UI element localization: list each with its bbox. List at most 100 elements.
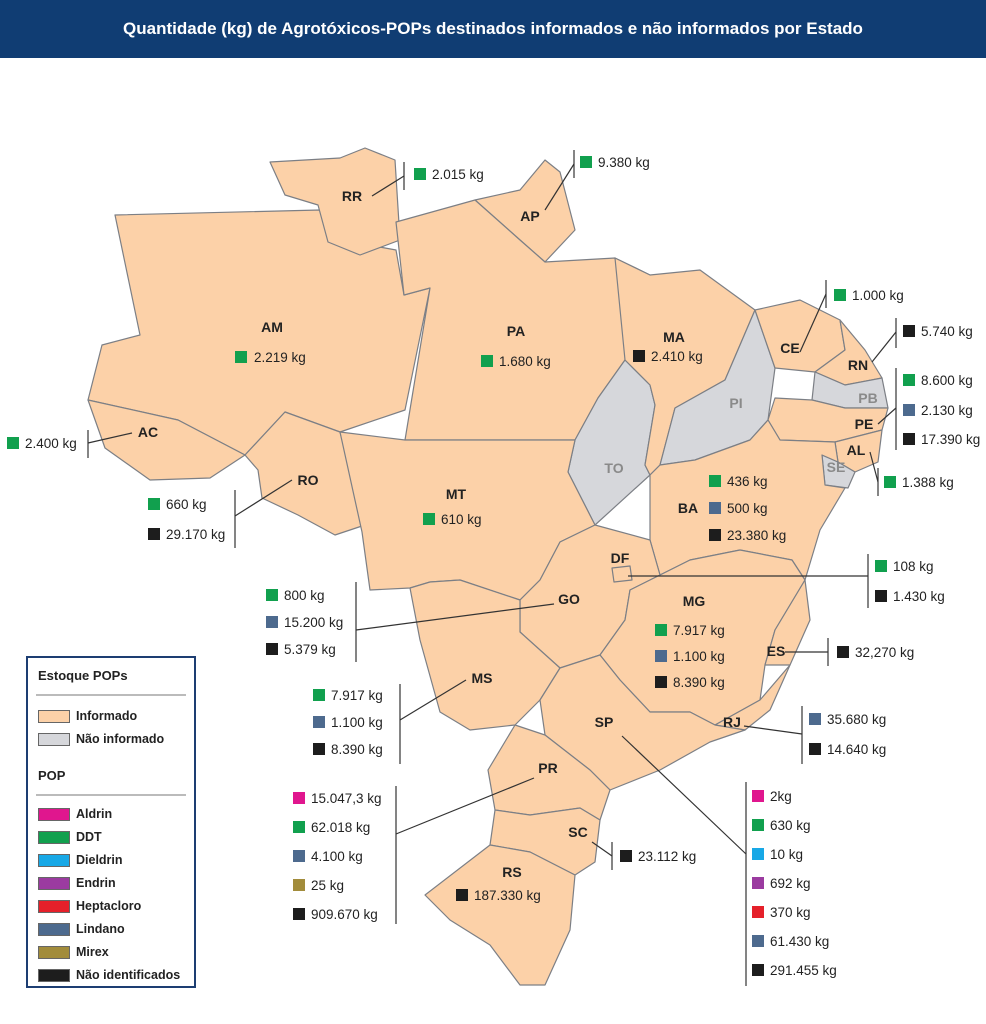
value-mt-ddt: 610 kg <box>441 512 482 527</box>
swatch-pa-ddt <box>481 355 493 367</box>
legend-label-ddt: DDT <box>76 830 102 844</box>
value-mg-lindano: 1.100 kg <box>673 649 725 664</box>
legend-swatch-informado <box>38 709 70 723</box>
swatch-ro-nid <box>148 528 160 540</box>
swatch-ro-ddt <box>148 498 160 510</box>
swatch-ba-lindano <box>709 502 721 514</box>
swatch-mg-ddt <box>655 624 667 636</box>
value-pe-nid: 17.390 kg <box>921 432 980 447</box>
legend-item-nao-informado: Não informado <box>38 731 164 747</box>
swatch-sp-dieldrin <box>752 848 764 860</box>
state-shape-es[interactable] <box>764 579 811 666</box>
state-shape-df[interactable] <box>611 565 633 583</box>
legend-label-informado: Informado <box>76 709 138 723</box>
state-code-mg: MG <box>683 593 706 609</box>
state-code-rj: RJ <box>723 714 741 730</box>
legend-label-lindano: Lindano <box>76 922 125 936</box>
value-sp-dieldrin: 10 kg <box>770 847 803 862</box>
legend-item-nao-identificados: Não identificados <box>38 967 180 983</box>
swatch-pr-nid <box>293 908 305 920</box>
state-code-sc: SC <box>568 824 587 840</box>
value-sp-lindano: 61.430 kg <box>770 934 829 949</box>
swatch-es-nid <box>837 646 849 658</box>
value-ce-ddt: 1.000 kg <box>852 288 904 303</box>
state-shape-rs[interactable] <box>424 844 576 986</box>
value-ba-ddt: 436 kg <box>727 474 768 489</box>
state-code-go: GO <box>558 591 580 607</box>
swatch-mt-ddt <box>423 513 435 525</box>
value-ac-ddt: 2.400 kg <box>25 436 77 451</box>
value-go-nid: 5.379 kg <box>284 642 336 657</box>
swatch-sc-nid <box>620 850 632 862</box>
legend-swatch-endrin <box>38 876 70 890</box>
legend-swatch-mirex <box>38 945 70 959</box>
value-pr-mirex: 25 kg <box>311 878 344 893</box>
legend-item-ddt: DDT <box>38 829 102 845</box>
value-rj-lindano: 35.680 kg <box>827 712 886 727</box>
swatch-sp-ddt <box>752 819 764 831</box>
legend-label-nao-identificados: Não identificados <box>76 968 181 982</box>
swatch-sp-heptacloro <box>752 906 764 918</box>
value-es-nid: 32,270 kg <box>855 645 914 660</box>
legend-item-aldrin: Aldrin <box>38 806 112 822</box>
legend-label-mirex: Mirex <box>76 945 109 959</box>
swatch-pe-lindano <box>903 404 915 416</box>
value-mg-ddt: 7.917 kg <box>673 623 725 638</box>
value-pr-lindano: 4.100 kg <box>311 849 363 864</box>
swatch-sp-nid <box>752 964 764 976</box>
state-shape-ro[interactable] <box>244 411 366 536</box>
state-code-rn: RN <box>848 357 868 373</box>
legend-item-heptacloro: Heptacloro <box>38 898 141 914</box>
value-ap-ddt: 9.380 kg <box>598 155 650 170</box>
state-code-rs: RS <box>502 864 521 880</box>
map-title: Quantidade (kg) de Agrotóxicos-POPs dest… <box>0 0 986 58</box>
value-go-lindano: 15.200 kg <box>284 615 343 630</box>
legend-item-informado: Informado <box>38 708 137 724</box>
value-df-nid: 1.430 kg <box>893 589 945 604</box>
swatch-ce-ddt <box>834 289 846 301</box>
value-pe-lindano: 2.130 kg <box>921 403 973 418</box>
value-ro-nid: 29.170 kg <box>166 527 225 542</box>
value-pr-nid: 909.670 kg <box>311 907 378 922</box>
value-df-ddt: 108 kg <box>893 559 934 574</box>
state-shape-rr[interactable] <box>269 147 401 256</box>
swatch-am-ddt <box>235 351 247 363</box>
state-code-am: AM <box>261 319 283 335</box>
swatch-ms-ddt <box>313 689 325 701</box>
value-sp-aldrin: 2kg <box>770 789 792 804</box>
state-shape-ac[interactable] <box>87 399 246 481</box>
swatch-ac-ddt <box>7 437 19 449</box>
legend-label-dieldrin: Dieldrin <box>76 853 123 867</box>
swatch-pr-ddt <box>293 821 305 833</box>
state-code-pe: PE <box>855 416 874 432</box>
legend-divider <box>36 694 186 696</box>
swatch-rr-ddt <box>414 168 426 180</box>
state-code-ma: MA <box>663 329 685 345</box>
state-code-pb: PB <box>858 390 877 406</box>
swatch-ba-ddt <box>709 475 721 487</box>
swatch-al-ddt <box>884 476 896 488</box>
swatch-mg-nid <box>655 676 667 688</box>
swatch-pe-nid <box>903 433 915 445</box>
swatch-sp-lindano <box>752 935 764 947</box>
swatch-go-lindano <box>266 616 278 628</box>
swatch-ap-ddt <box>580 156 592 168</box>
swatch-sp-endrin <box>752 877 764 889</box>
legend-swatch-lindano <box>38 922 70 936</box>
swatch-rj-nid <box>809 743 821 755</box>
value-sp-ddt: 630 kg <box>770 818 811 833</box>
swatch-pe-ddt <box>903 374 915 386</box>
value-sp-nid: 291.455 kg <box>770 963 837 978</box>
swatch-rj-lindano <box>809 713 821 725</box>
value-sp-heptacloro: 370 kg <box>770 905 811 920</box>
legend-divider <box>36 794 186 796</box>
swatch-rn-nid <box>903 325 915 337</box>
state-code-ba: BA <box>678 500 698 516</box>
state-code-mt: MT <box>446 486 467 502</box>
legend-label-endrin: Endrin <box>76 876 116 890</box>
legend-title-stock: Estoque POPs <box>38 668 128 683</box>
swatch-go-nid <box>266 643 278 655</box>
brazil-map: RR AP AM PA MA CE RN PB PE AL SE PI TO A… <box>7 147 980 986</box>
state-code-se: SE <box>827 459 846 475</box>
value-pr-aldrin: 15.047,3 kg <box>311 791 382 806</box>
